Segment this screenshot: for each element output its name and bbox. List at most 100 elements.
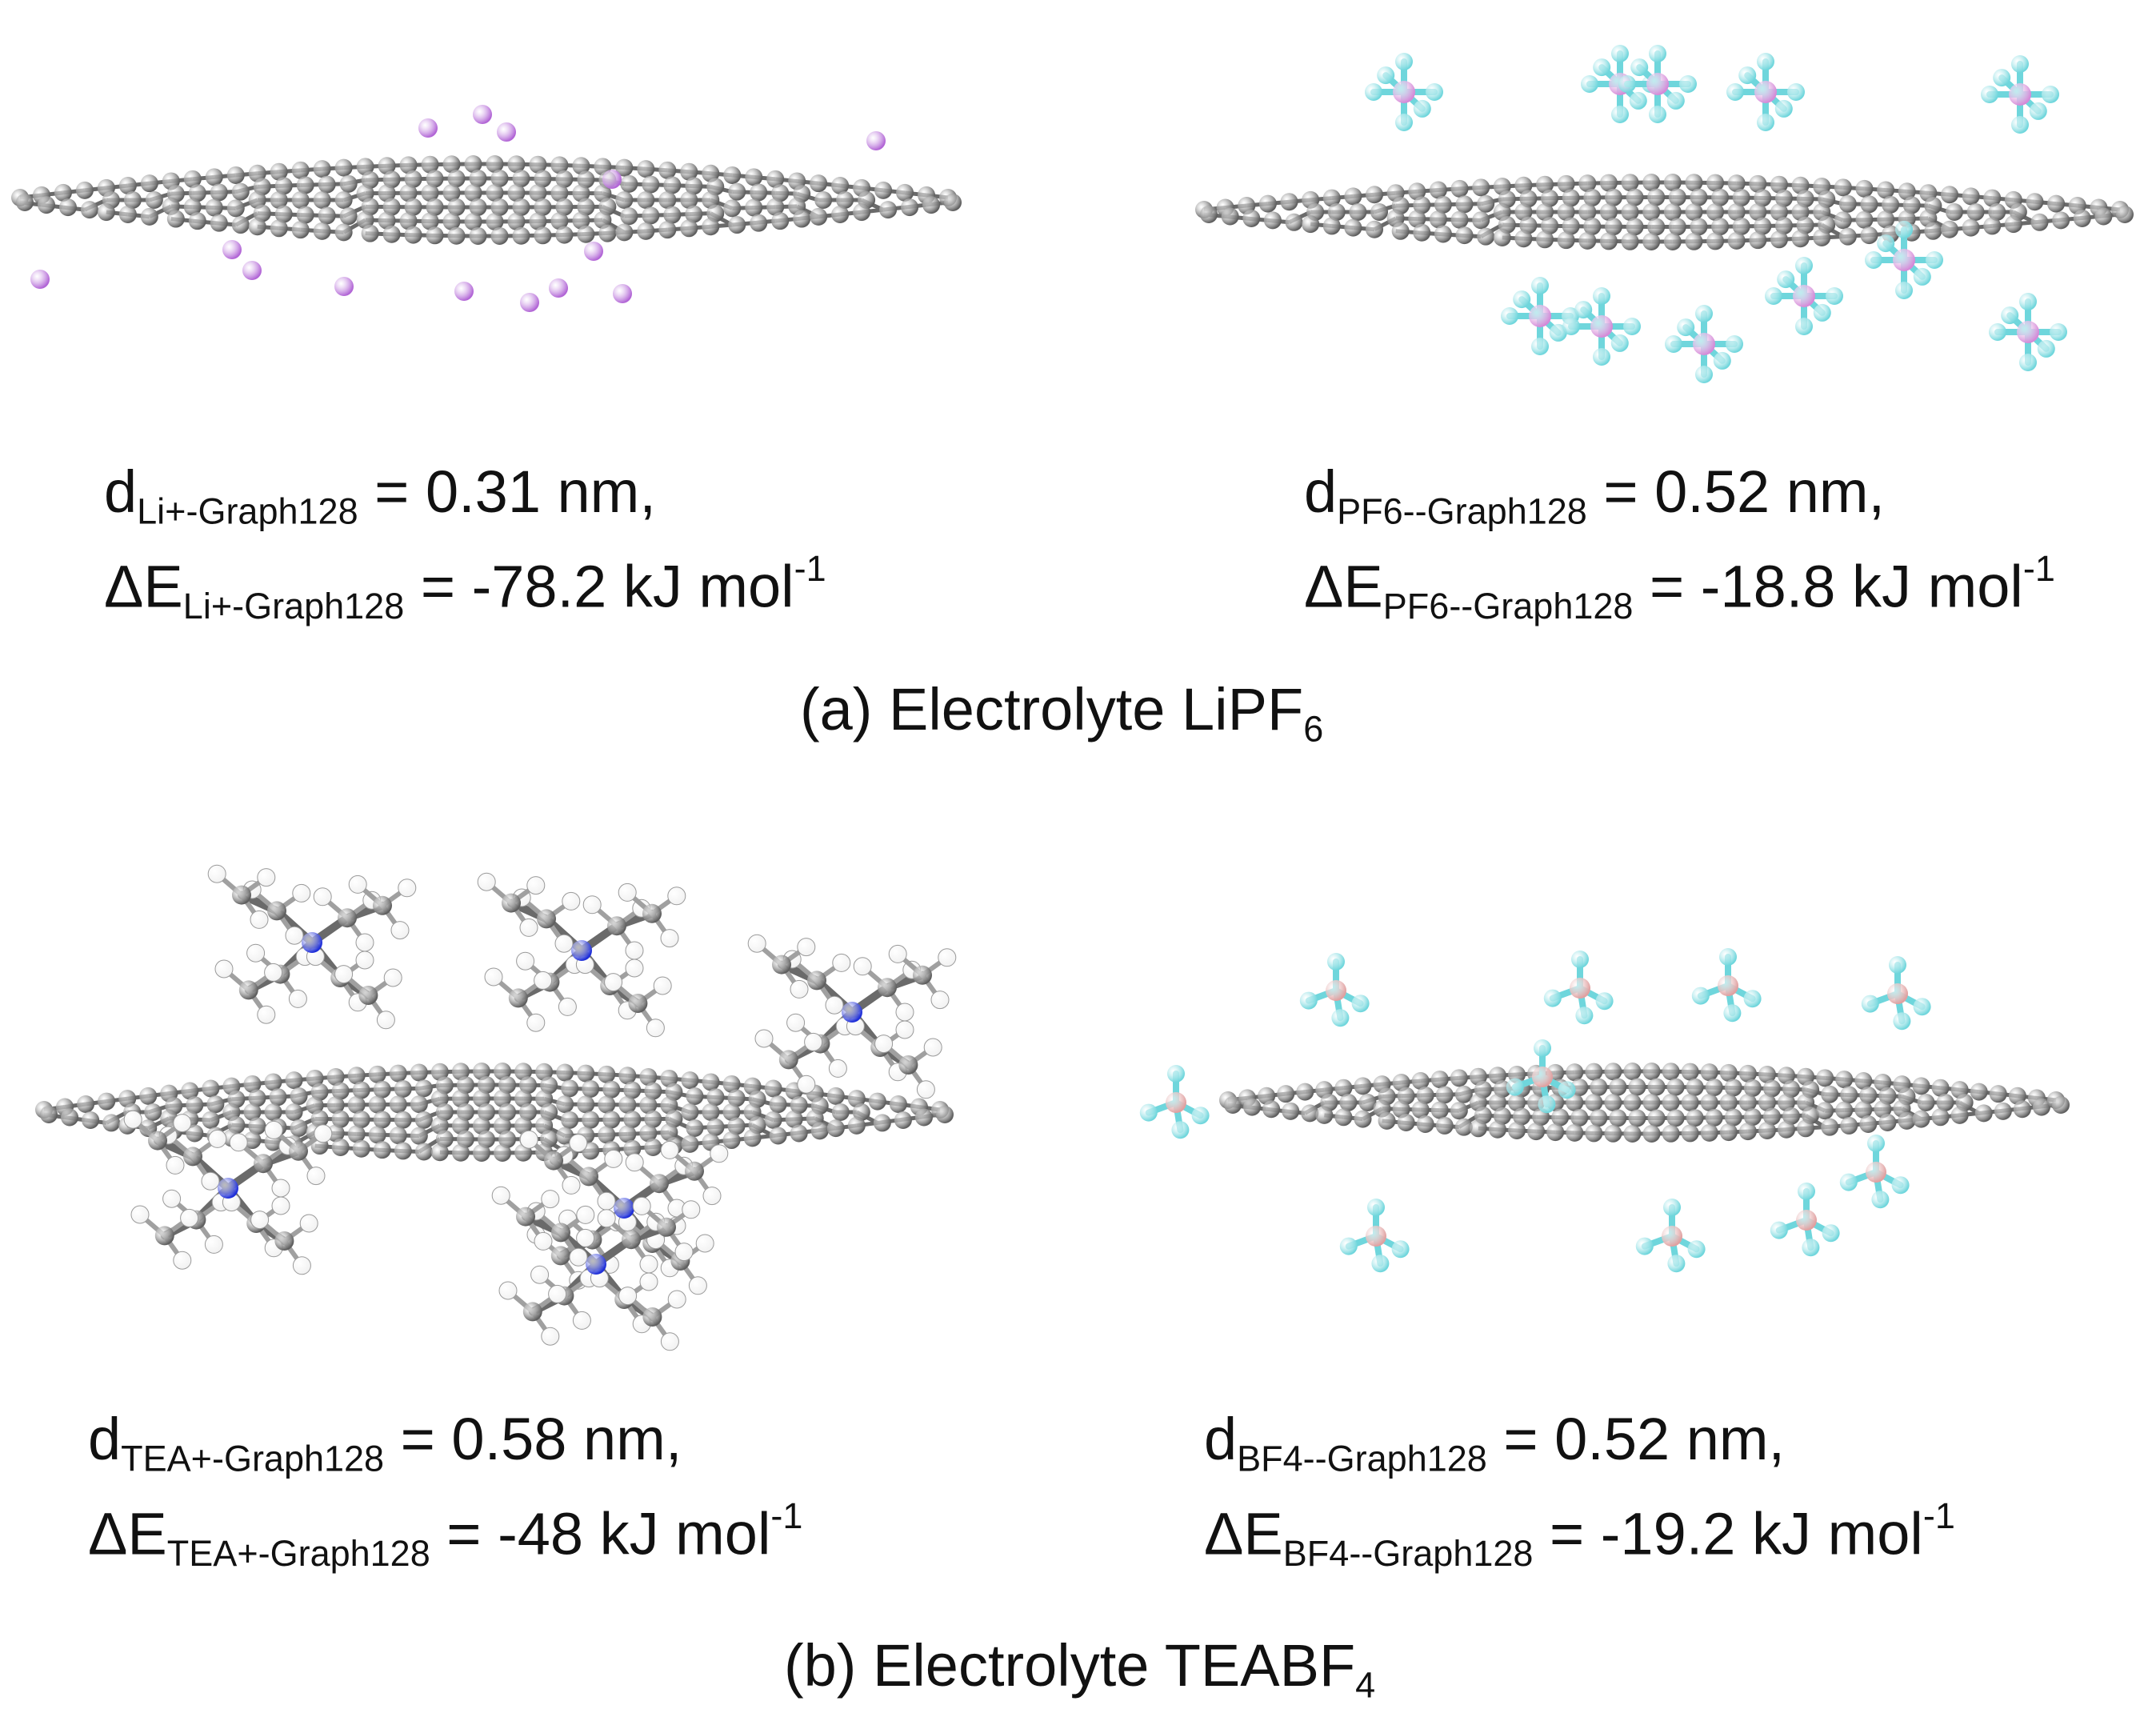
bf4-anion-8-f-atom-0 (1798, 1183, 1815, 1200)
tea-cation-5-c-atom-3-1 (642, 1307, 662, 1327)
pf6-anion-4-f-atom-3 (2042, 86, 2059, 103)
bf4-anion-4-b-atom (1166, 1092, 1186, 1113)
tea-cation-2-h-atom-2-0-0 (786, 1013, 806, 1032)
pf6-anion-1-f-atom-4 (1593, 58, 1611, 77)
tea-cation-5-h-atom-3-1-0 (618, 1287, 638, 1306)
tea-cation-4-h-atom-3-1-2 (688, 1276, 707, 1295)
li-ion-3 (866, 131, 886, 150)
pf6-anion-3-f-atom-3 (1787, 83, 1805, 101)
pf6-anion-1-f-atom-2 (1581, 75, 1598, 93)
bf4-anion-2-f-atom-1 (1691, 987, 1710, 1005)
li-ion-4 (30, 270, 50, 289)
tea-cation-0-c-atom-3-1 (358, 986, 378, 1005)
tea-cation-5-n-atom (586, 1254, 606, 1275)
tea-cation-2-h-atom-0-1-2 (790, 979, 809, 999)
pf6-anion-0-f-atom-4 (1377, 66, 1395, 85)
bf4-anion-6-f-atom-3 (1371, 1255, 1390, 1273)
pf6-anion-4-f-atom-1 (2011, 116, 2029, 134)
pf6-anion-7-f-atom-4 (1677, 318, 1695, 337)
tea-cation-2-c-atom-1-0 (878, 978, 897, 998)
tea-cation-2-h-atom-3-1-1 (923, 1038, 942, 1057)
bf4-anion-7-f-atom-3 (1667, 1255, 1686, 1273)
tea-cation-5-h-atom-2-0-2 (572, 1311, 591, 1330)
li-energy-exponent: -1 (794, 548, 826, 589)
pf6-energy-equation: ΔEPF6--Graph128 = -18.8 kJ mol-1 (1304, 550, 2055, 624)
caption-a-text: (a) Electrolyte LiPF (800, 676, 1304, 742)
bf4-anion-9-f-atom-2 (1891, 1176, 1910, 1195)
tea-cation-1-c-atom-3-1 (628, 994, 648, 1013)
bf4-anion-2-b-atom (1718, 975, 1738, 996)
pf6-anion-10-f-atom-4 (2001, 306, 2019, 325)
li-ion-13 (602, 170, 622, 189)
bf4-anion-9-f-atom-3 (1871, 1191, 1890, 1209)
tea-cation-1-h-atom-0-1-1 (526, 876, 546, 895)
pf6-anion-10-f-atom-2 (1989, 323, 2006, 341)
pf6-anion-7-f-atom-5 (1713, 351, 1731, 370)
pf6-anion-10-f-atom-5 (2037, 339, 2055, 358)
tea-cation-1-h-atom-0-0-2 (554, 934, 574, 953)
tea-cation-0-h-atom-0-0-1 (292, 883, 311, 903)
tea-cation-2-c-atom-0-1 (772, 955, 791, 975)
bf4-distance-equation: dBF4--Graph128 = 0.52 nm, (1204, 1410, 1785, 1479)
tea-cation-3-h-atom-2-0-2 (204, 1235, 223, 1254)
tea-cation-1-h-atom-3-0-1 (625, 959, 644, 978)
pf6-anion-2-f-atom-0 (1649, 45, 1666, 62)
tea-cation-2-n-atom (842, 1002, 862, 1023)
bf4-anion-3-f-atom-3 (1893, 1012, 1911, 1031)
tea-cation-4-h-atom-1-0-0 (625, 1153, 644, 1172)
bf4-anion-8-f-atom-3 (1802, 1239, 1820, 1257)
tea-cation-3-h-atom-0-1-2 (166, 1155, 185, 1175)
bf4-anion-5-f-atom-1 (1506, 1078, 1524, 1096)
pf6-anion-2-f-atom-2 (1618, 75, 1636, 93)
tea-cation-3-h-atom-2-1-1 (180, 1208, 199, 1227)
bf4-anion-0-f-atom-2 (1351, 995, 1370, 1013)
pf6-anion-5-f-atom-2 (1501, 307, 1518, 325)
tea-cation-0-h-atom-2-1-2 (257, 1005, 276, 1024)
bf4-anion-6-f-atom-1 (1339, 1237, 1358, 1255)
pf6-anion-3-p-atom (1754, 81, 1777, 103)
tea-cation-4-n-atom (614, 1198, 634, 1219)
tea-cation-5-h-atom-0-1-2 (534, 1231, 553, 1251)
tea-cation-2-h-atom-1-0-2 (895, 1003, 914, 1022)
pf6-anion-9-f-atom-0 (1895, 221, 1913, 238)
tea-distance-value: = 0.58 nm, (400, 1406, 682, 1472)
pf6-energy-exponent: -1 (2022, 548, 2055, 589)
tea-distance-subscript: TEA+-Graph128 (121, 1438, 385, 1479)
pf6-distance-value: = 0.52 nm, (1603, 458, 1886, 525)
tea-cation-0-c-atom-1-1 (373, 895, 392, 915)
pf6-graphene-svg (1195, 45, 2134, 383)
pf6-energy-symbol: ΔE (1304, 553, 1383, 620)
tea-cation-3-h-atom-0-1-0 (123, 1110, 142, 1129)
pf6-anion-7-f-atom-3 (1726, 335, 1743, 353)
pf6-anion-0-f-atom-3 (1426, 83, 1443, 101)
tea-cation-1-h-atom-1-1-0 (618, 883, 637, 902)
tea-cation-3-h-atom-2-1-0 (130, 1205, 150, 1224)
tea-cation-0-h-atom-3-1-1 (383, 968, 402, 987)
pf6-anion-9-f-atom-3 (1926, 251, 1943, 269)
caption-a-sub: 6 (1303, 708, 1324, 750)
tea-energy-value: = -48 kJ mol (446, 1500, 771, 1567)
bf4-distance-subscript: BF4--Graph128 (1237, 1438, 1487, 1479)
tea-cation-3-h-atom-0-0-1 (208, 1129, 227, 1148)
tea-cation-2-h-atom-0-0-2 (825, 995, 844, 1015)
tea-cation-2-h-atom-2-1-1 (804, 1032, 823, 1051)
pf6-anion-2-f-atom-4 (1630, 58, 1649, 77)
pf6-anion-6-f-atom-2 (1562, 318, 1580, 335)
tea-cation-3-h-atom-1-0-0 (229, 1133, 248, 1152)
bf4-anion-7-b-atom (1662, 1226, 1682, 1247)
tea-energy-symbol: ΔE (88, 1500, 167, 1567)
tea-cation-0-h-atom-2-1-1 (264, 963, 283, 982)
bf4-anion-0-f-atom-3 (1331, 1009, 1350, 1027)
tea-cation-5-h-atom-2-1-0 (498, 1281, 518, 1300)
bf4-anion-7-f-atom-2 (1687, 1240, 1706, 1259)
tea-cation-0-h-atom-2-1-0 (214, 959, 234, 979)
tea-cation-4-c-atom-2-1 (550, 1246, 570, 1266)
pf6-anion-10-f-atom-1 (2019, 354, 2037, 371)
pf6-anion-2-f-atom-5 (1666, 91, 1685, 110)
bf4-energy-value: = -19.2 kJ mol (1550, 1500, 1923, 1567)
pf6-anion-7-f-atom-0 (1695, 305, 1713, 322)
tea-cation-1-h-atom-1-0-0 (582, 895, 602, 915)
tea-cation-4-c-atom-0-0 (579, 1167, 598, 1187)
tea-cation-4-h-atom-1-1-0 (660, 1140, 679, 1159)
tea-cation-3-h-atom-1-0-2 (271, 1179, 290, 1198)
